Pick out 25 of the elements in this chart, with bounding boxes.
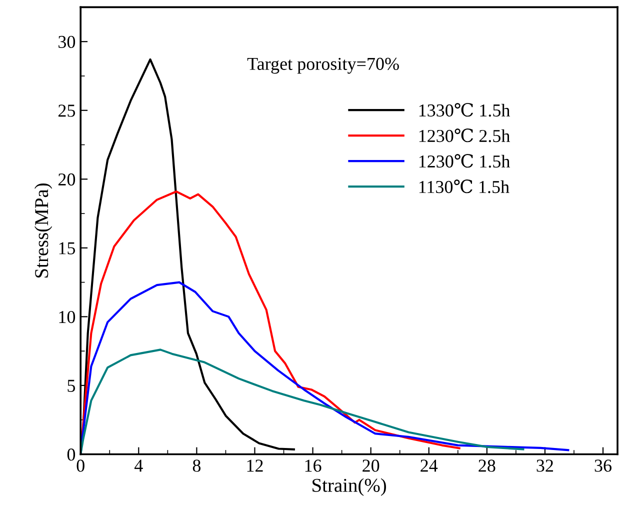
legend-label: 1230℃ 1.5h bbox=[419, 154, 510, 168]
x-tick-label: 4 bbox=[134, 460, 143, 472]
y-tick-label: 20 bbox=[58, 173, 76, 186]
x-axis-title: Strain(%) bbox=[312, 478, 386, 496]
legend-label: 1230℃ 2.5h bbox=[419, 128, 510, 142]
x-tick-label: 20 bbox=[362, 460, 380, 472]
x-tick-label: 0 bbox=[76, 460, 84, 472]
y-tick-label: 10 bbox=[59, 310, 76, 324]
legend-label: 1130℃ 1.5h bbox=[419, 180, 510, 194]
y-tick-label: 0 bbox=[67, 448, 76, 461]
x-tick-label: 24 bbox=[420, 460, 438, 472]
y-tick-label: 5 bbox=[68, 380, 76, 392]
x-tick-label: 12 bbox=[247, 460, 263, 472]
line-series bbox=[80, 348, 524, 454]
y-tick-label: 15 bbox=[59, 242, 76, 254]
y-axis-title: Stress(MPa) bbox=[34, 184, 52, 278]
y-tick-label: 25 bbox=[58, 104, 76, 117]
x-tick-label: 28 bbox=[478, 460, 496, 472]
x-tick-label: 32 bbox=[536, 460, 553, 472]
legend-label: 1330℃ 1.5h bbox=[419, 102, 510, 117]
x-tick-label: 36 bbox=[594, 460, 612, 472]
annotation: Target porosity=70% bbox=[247, 58, 399, 74]
x-tick-label: 8 bbox=[192, 460, 201, 472]
y-tick-label: 30 bbox=[58, 36, 76, 48]
x-tick-label: 16 bbox=[305, 460, 322, 472]
